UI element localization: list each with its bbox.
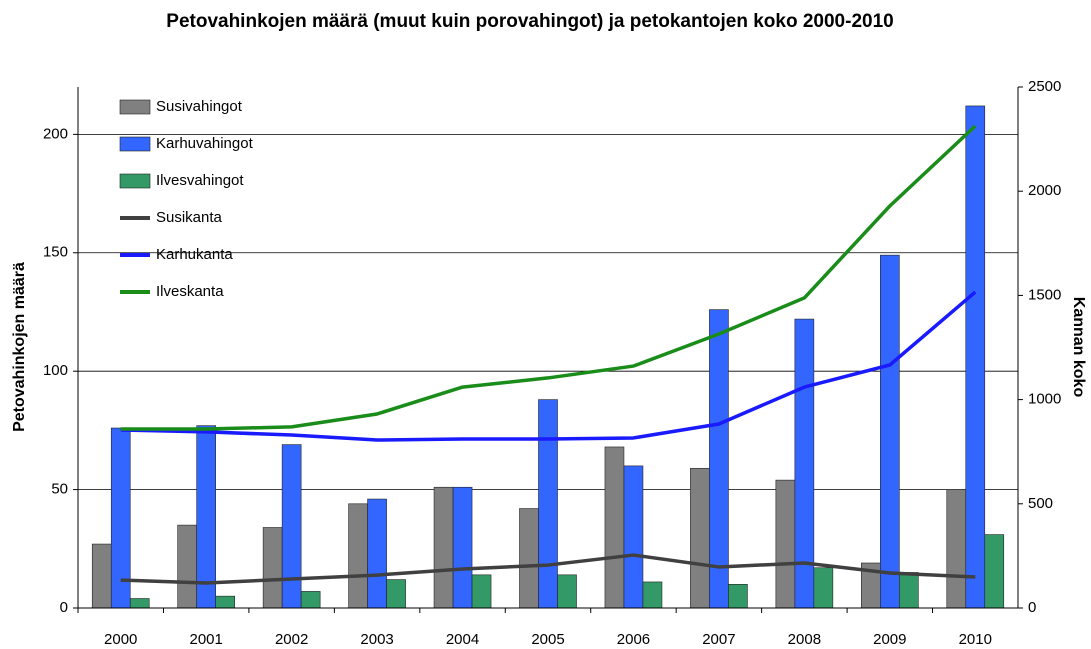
x-tick-label: 2010 bbox=[959, 631, 992, 648]
bar bbox=[91, 543, 112, 609]
line bbox=[120, 124, 977, 431]
y-tick-label: 100 bbox=[43, 362, 68, 379]
bar bbox=[452, 486, 473, 609]
bar bbox=[728, 584, 748, 609]
y-tick-label: 0 bbox=[60, 599, 68, 616]
x-tick-label: 2008 bbox=[788, 631, 821, 648]
legend-label: Susikanta bbox=[156, 209, 223, 226]
legend-label: Susivahingot bbox=[156, 98, 243, 115]
line bbox=[120, 553, 976, 585]
bar bbox=[984, 534, 1005, 609]
bar bbox=[300, 591, 321, 609]
y2-tick-label: 500 bbox=[1028, 495, 1053, 512]
x-tick-label: 2002 bbox=[275, 631, 308, 648]
bar bbox=[386, 579, 406, 609]
x-tick-label: 2004 bbox=[446, 631, 479, 648]
bar bbox=[471, 574, 492, 609]
bar bbox=[642, 581, 663, 609]
x-tick-label: 2003 bbox=[360, 631, 393, 648]
line bbox=[120, 290, 977, 442]
bar bbox=[433, 486, 454, 609]
bar bbox=[946, 489, 967, 609]
bar bbox=[519, 508, 539, 609]
bar bbox=[690, 467, 710, 609]
bar bbox=[196, 425, 216, 609]
y-tick-label: 150 bbox=[43, 244, 68, 261]
chart-title: Petovahinkojen määrä (muut kuin porovahi… bbox=[166, 11, 893, 32]
legend-label: Karhukanta bbox=[156, 246, 233, 263]
y2-tick-label: 1000 bbox=[1028, 391, 1061, 408]
y2-axis-label: Kannan koko bbox=[1070, 297, 1087, 398]
y2-tick-label: 0 bbox=[1028, 599, 1036, 616]
x-tick-label: 2005 bbox=[531, 631, 564, 648]
legend-swatch bbox=[119, 173, 151, 189]
bar bbox=[281, 444, 302, 609]
bar bbox=[262, 527, 283, 609]
x-tick-label: 2006 bbox=[617, 631, 650, 648]
legend-swatch bbox=[119, 99, 151, 115]
x-tick-label: 2000 bbox=[104, 631, 137, 648]
y-tick-label: 200 bbox=[43, 125, 68, 142]
bar bbox=[880, 254, 900, 609]
bar bbox=[129, 598, 150, 609]
bar bbox=[177, 524, 197, 609]
x-tick-label: 2009 bbox=[873, 631, 906, 648]
bar bbox=[775, 479, 796, 609]
y2-tick-label: 2500 bbox=[1028, 78, 1061, 95]
bar bbox=[899, 572, 919, 609]
bar bbox=[367, 498, 387, 609]
x-tick-label: 2001 bbox=[189, 631, 222, 648]
bar bbox=[709, 309, 729, 609]
bar bbox=[623, 465, 644, 609]
y-tick-label: 50 bbox=[51, 481, 68, 498]
bar bbox=[538, 399, 558, 609]
legend-label: Karhuvahingot bbox=[156, 135, 254, 152]
bar bbox=[965, 105, 986, 609]
bar bbox=[557, 574, 577, 609]
bar bbox=[348, 503, 368, 609]
legend-swatch bbox=[119, 136, 151, 152]
legend-label: Ilvesvahingot bbox=[156, 172, 244, 189]
bar bbox=[604, 446, 625, 609]
bar bbox=[215, 595, 235, 609]
y2-tick-label: 2000 bbox=[1028, 182, 1061, 199]
legend-label: Ilveskanta bbox=[156, 283, 224, 300]
y-axis-label: Petovahinkojen määrä bbox=[11, 262, 28, 432]
x-tick-label: 2007 bbox=[702, 631, 735, 648]
y2-tick-label: 1500 bbox=[1028, 286, 1061, 303]
bar bbox=[813, 567, 834, 609]
